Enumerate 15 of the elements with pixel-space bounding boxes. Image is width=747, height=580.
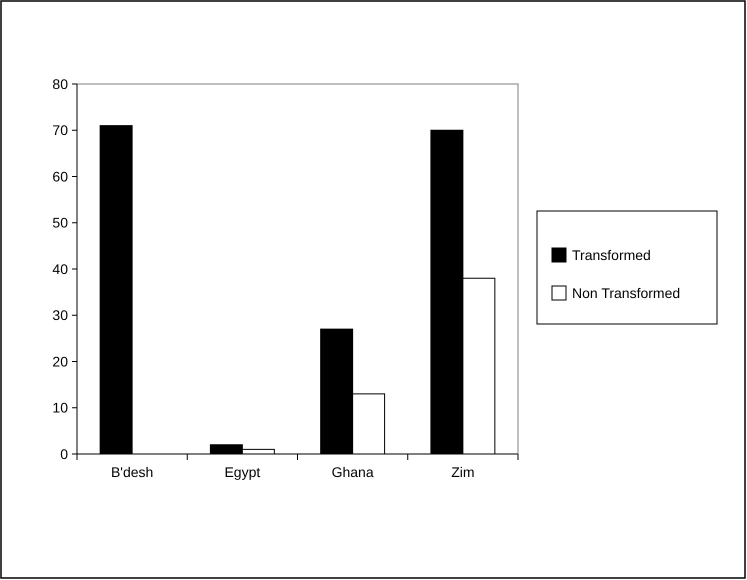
x-tick-label: Zim [451,464,475,480]
y-tick-label: 50 [52,214,68,231]
x-tick-label: B'desh [110,464,154,480]
y-tick-label: 10 [52,400,68,416]
x-tick-label: Ghana [332,464,374,480]
y-tick-label: 80 [52,76,68,92]
y-tick-label: 20 [52,353,68,370]
y-tick-label: 30 [52,307,68,324]
legend-label: Non Transformed [572,284,680,301]
x-tick-label: Egypt [224,464,260,480]
y-tick-label: 60 [52,168,68,184]
y-tick-label: 40 [52,260,68,277]
y-tick-label: 70 [52,122,68,138]
legend-label: Transformed [572,246,651,263]
y-tick-label: 0 [60,446,68,462]
